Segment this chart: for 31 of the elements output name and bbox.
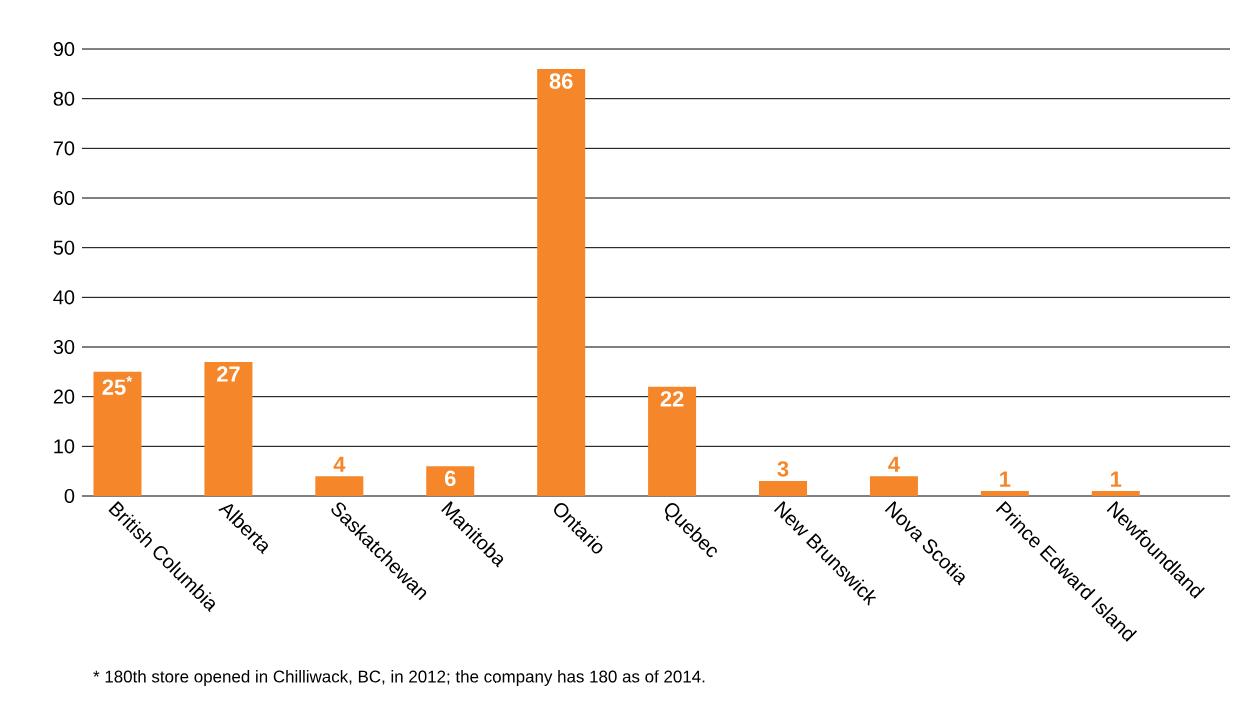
data-label: 3 — [777, 461, 789, 477]
data-label: 1 — [1111, 471, 1122, 487]
y-tick-label: 70 — [53, 141, 75, 156]
data-label: 4 — [888, 456, 900, 472]
bar — [648, 386, 697, 496]
bar — [537, 68, 586, 496]
bar — [759, 481, 808, 496]
y-tick-label: 40 — [53, 290, 75, 305]
bar — [426, 466, 475, 496]
data-label: 27 — [216, 366, 240, 382]
y-tick-label: 20 — [53, 389, 75, 404]
y-tick-label: 60 — [53, 190, 75, 206]
bar — [980, 491, 1029, 496]
bar — [204, 361, 253, 496]
data-label: 6 — [444, 470, 456, 487]
y-tick-label: 10 — [54, 439, 75, 454]
data-label: 4 — [333, 456, 346, 472]
y-tick-label: 30 — [53, 339, 75, 355]
bar — [93, 371, 142, 496]
data-label: 22 — [660, 391, 684, 407]
bar — [1091, 491, 1140, 496]
data-label: 86 — [549, 73, 573, 89]
y-tick-label: 0 — [64, 488, 75, 504]
data-label: 1 — [1000, 471, 1011, 487]
text: * 180th store opened in Chilliwack, BC, in 2012; the company has 180 as of 2014. — [93, 670, 705, 686]
bar — [869, 476, 918, 496]
y-tick-label: 80 — [53, 91, 75, 106]
y-tick-label: 50 — [53, 240, 75, 255]
y-tick-label: 90 — [53, 41, 75, 57]
data-label: 25$^{*}$ — [102, 376, 133, 395]
bar — [315, 476, 364, 496]
